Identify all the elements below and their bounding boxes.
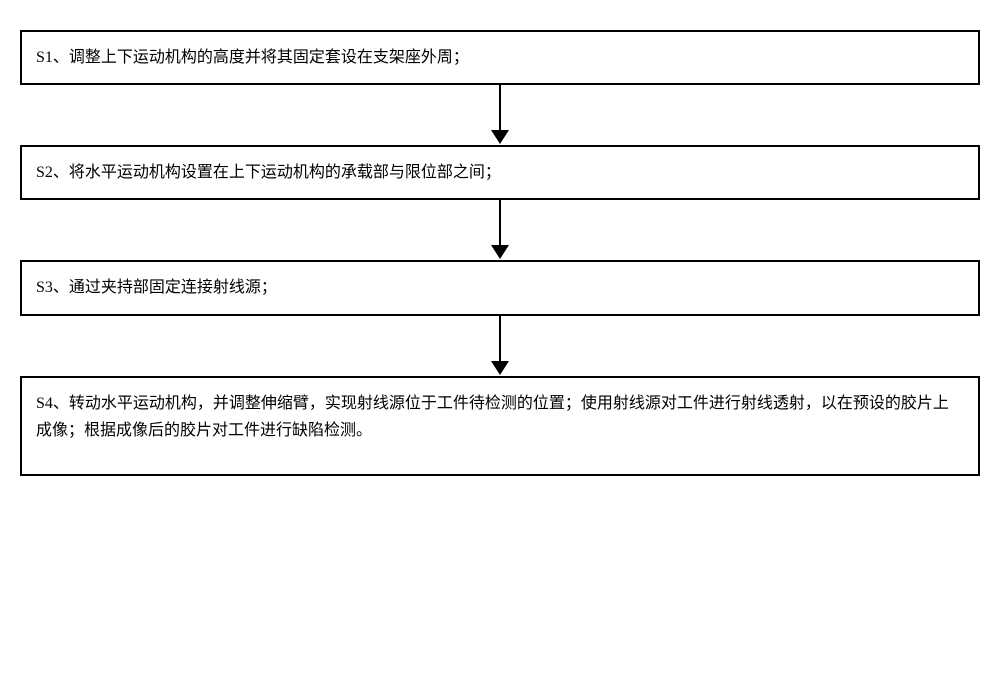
arrow-line-icon [499,85,501,130]
step-1-text: S1、调整上下运动机构的高度并将其固定套设在支架座外周； [36,49,469,66]
arrow-3 [20,316,980,376]
arrow-1 [20,85,980,145]
step-4-box: S4、转动水平运动机构，并调整伸缩臂，实现射线源位于工件待检测的位置；使用射线源… [20,376,980,476]
arrow-head-icon [491,245,509,259]
arrow-head-icon [491,361,509,375]
step-1-box: S1、调整上下运动机构的高度并将其固定套设在支架座外周； [20,30,980,85]
step-3-box: S3、通过夹持部固定连接射线源； [20,260,980,315]
arrow-2 [20,200,980,260]
step-2-box: S2、将水平运动机构设置在上下运动机构的承载部与限位部之间； [20,145,980,200]
step-3-text: S3、通过夹持部固定连接射线源； [36,279,277,296]
flowchart: S1、调整上下运动机构的高度并将其固定套设在支架座外周； S2、将水平运动机构设… [20,30,980,476]
step-2-text: S2、将水平运动机构设置在上下运动机构的承载部与限位部之间； [36,164,501,181]
arrow-head-icon [491,130,509,144]
step-4-text: S4、转动水平运动机构，并调整伸缩臂，实现射线源位于工件待检测的位置；使用射线源… [36,395,949,439]
arrow-line-icon [499,200,501,245]
arrow-line-icon [499,316,501,361]
